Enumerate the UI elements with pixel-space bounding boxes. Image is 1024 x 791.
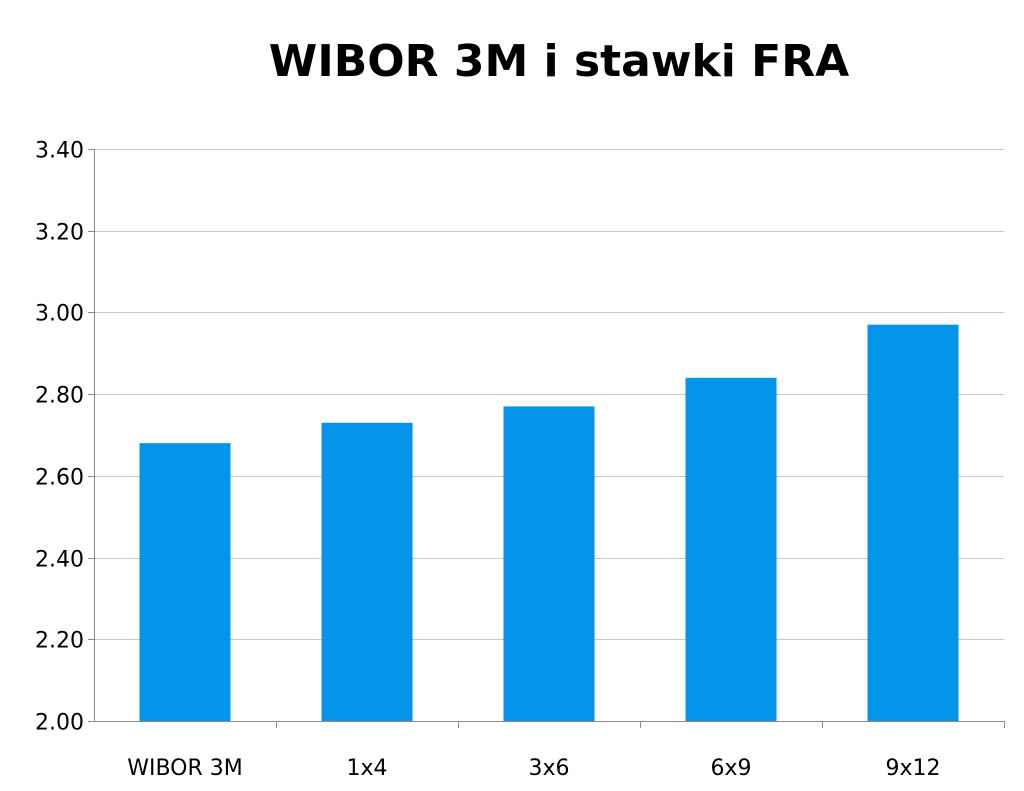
x-category-label: 9x12 — [885, 756, 940, 781]
x-axis-category-labels: WIBOR 3M 1x4 3x6 6x9 9x12 — [127, 756, 940, 781]
y-tick-label: 2.20 — [35, 629, 84, 654]
y-axis-tick-labels: 2.00 2.20 2.40 2.60 2.80 3.00 3.20 3.40 — [35, 139, 84, 736]
chart-title: WIBOR 3M i stawki FRA — [268, 36, 850, 87]
y-tick-label: 2.80 — [35, 384, 84, 409]
y-tick-label: 3.40 — [35, 139, 84, 164]
bar-1x4 — [321, 422, 413, 721]
bar-wibor-3m — [139, 443, 231, 721]
bar-6x9 — [685, 377, 777, 721]
axes — [88, 149, 1005, 728]
y-tick-label: 2.40 — [35, 548, 84, 573]
y-tick-label: 3.20 — [35, 221, 84, 246]
y-tick-label: 3.00 — [35, 302, 84, 327]
x-category-label: 1x4 — [346, 756, 387, 781]
bars — [139, 324, 959, 721]
bar-9x12 — [867, 324, 959, 721]
x-category-label: WIBOR 3M — [127, 756, 243, 781]
x-category-label: 6x9 — [710, 756, 751, 781]
y-tick-label: 2.60 — [35, 466, 84, 491]
bar-3x6 — [503, 406, 595, 721]
x-category-label: 3x6 — [528, 756, 569, 781]
y-tick-label: 2.00 — [35, 711, 84, 736]
